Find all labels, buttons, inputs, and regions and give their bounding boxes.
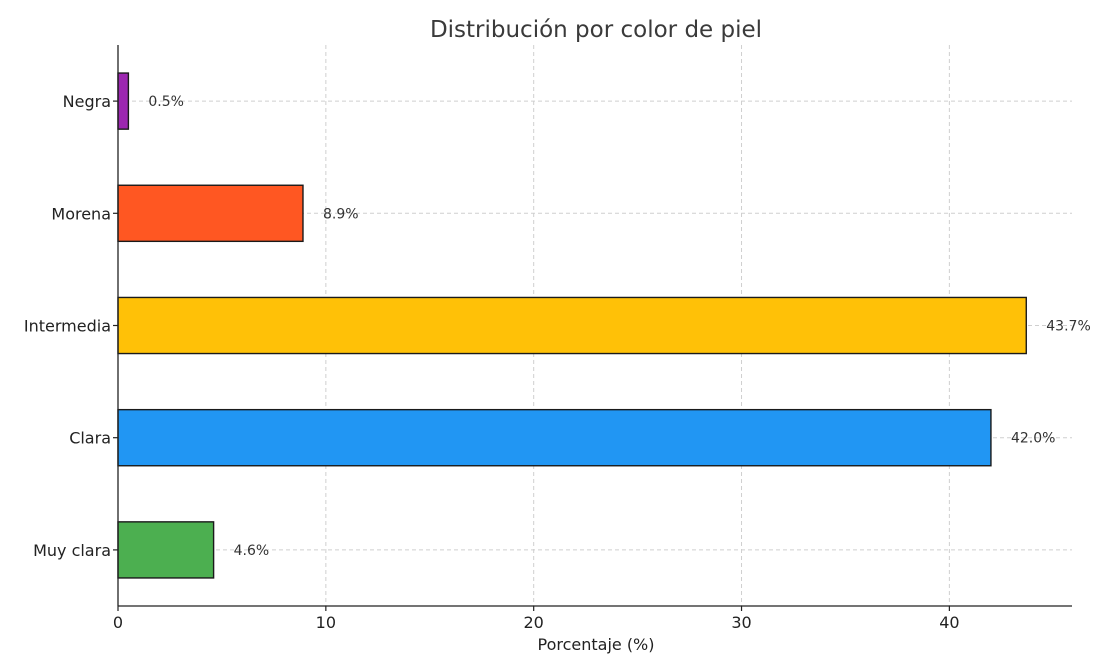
y-tick-label: Morena [51,204,111,223]
bar-muy-clara [117,521,215,579]
y-tick-label: Intermedia [24,317,111,336]
data-label: 4.6% [234,543,270,559]
bar-negra [117,72,130,130]
data-label: 42.0% [1011,431,1055,447]
x-axis-label: Porcentaje (%) [537,635,654,654]
y-axis-ticks: Muy clara Clara Intermedia Morena Negra [24,92,118,560]
x-tick-label: 20 [524,613,544,632]
bar-morena [117,184,304,243]
data-labels: 4.6% 42.0% 43.7% 8.9% 0.5% [148,94,1090,559]
y-tick-label: Clara [69,429,111,448]
x-tick-label: 40 [939,613,959,632]
x-tick-label: 0 [113,613,123,632]
y-tick-label: Muy clara [33,541,111,560]
bar-clara [117,408,992,467]
x-tick-label: 10 [316,613,336,632]
x-axis-ticks: 0 10 20 30 40 [113,606,960,632]
data-label: 43.7% [1046,319,1090,335]
bars [117,72,1027,579]
chart-title: Distribución por color de piel [430,17,762,43]
data-label: 8.9% [323,206,359,222]
bar-intermedia [117,296,1027,355]
data-label: 0.5% [148,94,184,110]
y-tick-label: Negra [63,92,111,111]
x-tick-label: 30 [731,613,751,632]
